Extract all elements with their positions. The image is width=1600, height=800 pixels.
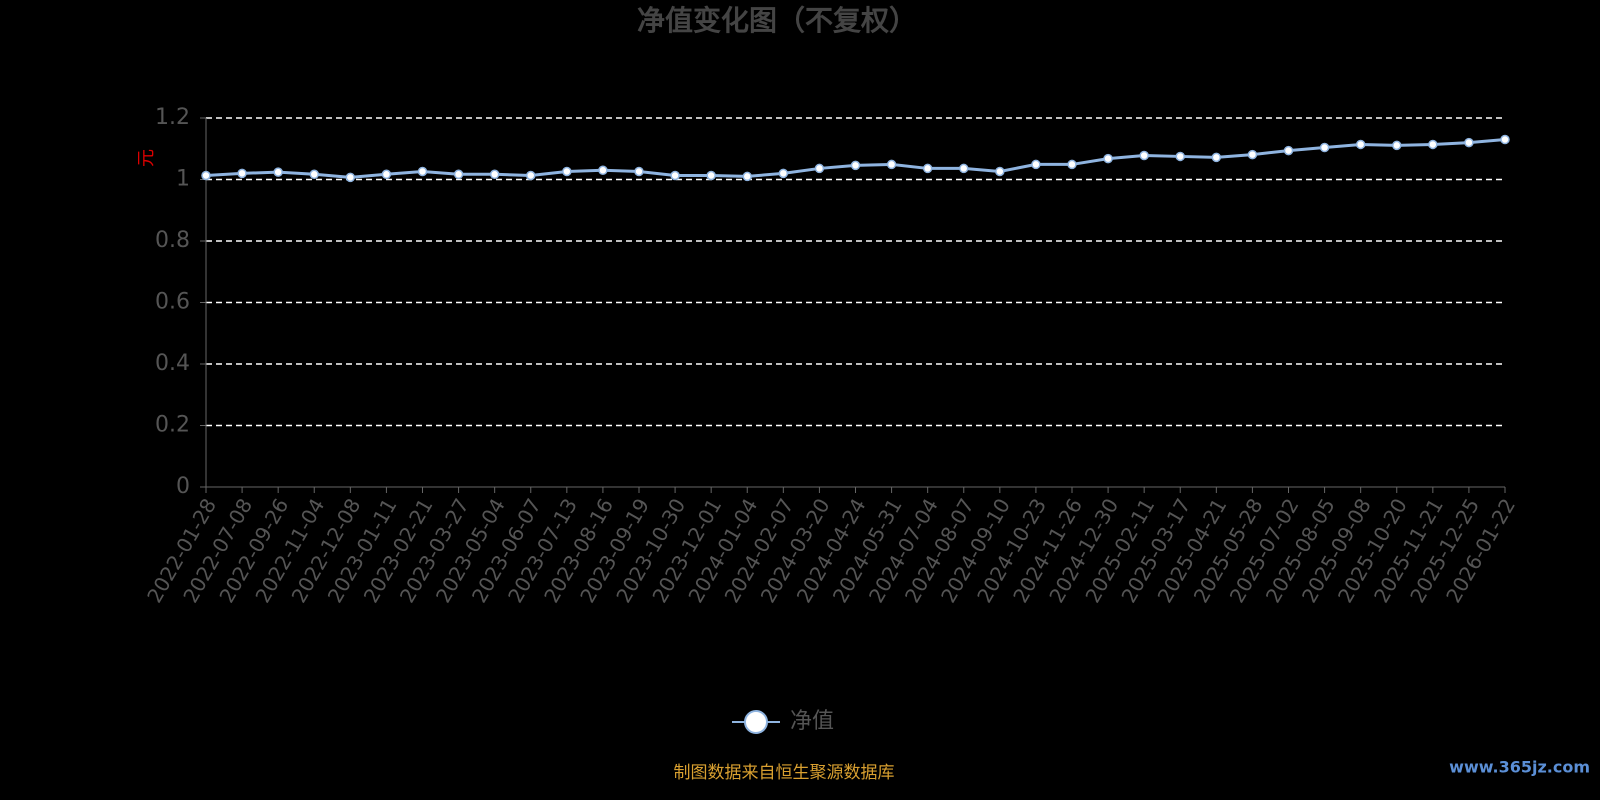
data-point <box>922 163 933 174</box>
data-point <box>1392 140 1402 151</box>
data-point <box>1211 152 1222 163</box>
data-point <box>1464 137 1474 148</box>
data-point <box>201 170 211 181</box>
data-point <box>706 170 716 181</box>
data-point <box>850 160 861 171</box>
data-point <box>1175 151 1185 162</box>
data-point <box>273 167 283 177</box>
data-point <box>381 169 392 180</box>
data-point <box>562 166 572 177</box>
legend-label: 净值 <box>790 709 834 734</box>
series-line <box>205 138 1506 179</box>
data-point <box>453 169 464 180</box>
data-point <box>778 168 789 179</box>
data-point <box>237 168 247 179</box>
data-point <box>1283 145 1294 156</box>
y-tick-label: 0.6 <box>155 290 190 315</box>
data-point <box>1031 159 1041 170</box>
y-tick-label: 0.2 <box>155 413 190 438</box>
legend-marker <box>744 710 768 734</box>
data-point <box>345 172 356 183</box>
data-point <box>634 166 644 177</box>
data-point <box>959 163 969 174</box>
data-point <box>598 165 608 176</box>
data-point <box>1139 150 1149 161</box>
data-point <box>886 159 897 170</box>
y-tick-label: 0.8 <box>155 228 190 253</box>
source-note: 制图数据来自恒生聚源数据库 <box>674 763 895 783</box>
watermark: www.365jz.com <box>1449 758 1590 777</box>
data-point <box>417 166 428 177</box>
data-point <box>670 170 680 181</box>
y-tick-label: 0 <box>176 474 190 499</box>
data-point <box>309 169 319 180</box>
data-point <box>995 166 1005 177</box>
data-point <box>1428 139 1438 150</box>
data-point <box>1355 139 1366 150</box>
data-point <box>1500 134 1510 145</box>
y-tick-label: 1 <box>176 167 190 192</box>
data-point <box>814 163 825 174</box>
data-point <box>1247 149 1258 160</box>
y-tick-label: 1.2 <box>155 105 190 130</box>
data-point <box>742 171 752 182</box>
data-point <box>526 170 536 181</box>
data-point <box>1103 153 1113 164</box>
data-point <box>1067 159 1077 170</box>
y-axis-label: 元 <box>136 149 157 167</box>
data-point <box>489 169 500 180</box>
chart-title: 净值变化图（不复权） <box>637 4 917 37</box>
y-tick-label: 0.4 <box>155 351 190 376</box>
data-point <box>1319 142 1330 153</box>
